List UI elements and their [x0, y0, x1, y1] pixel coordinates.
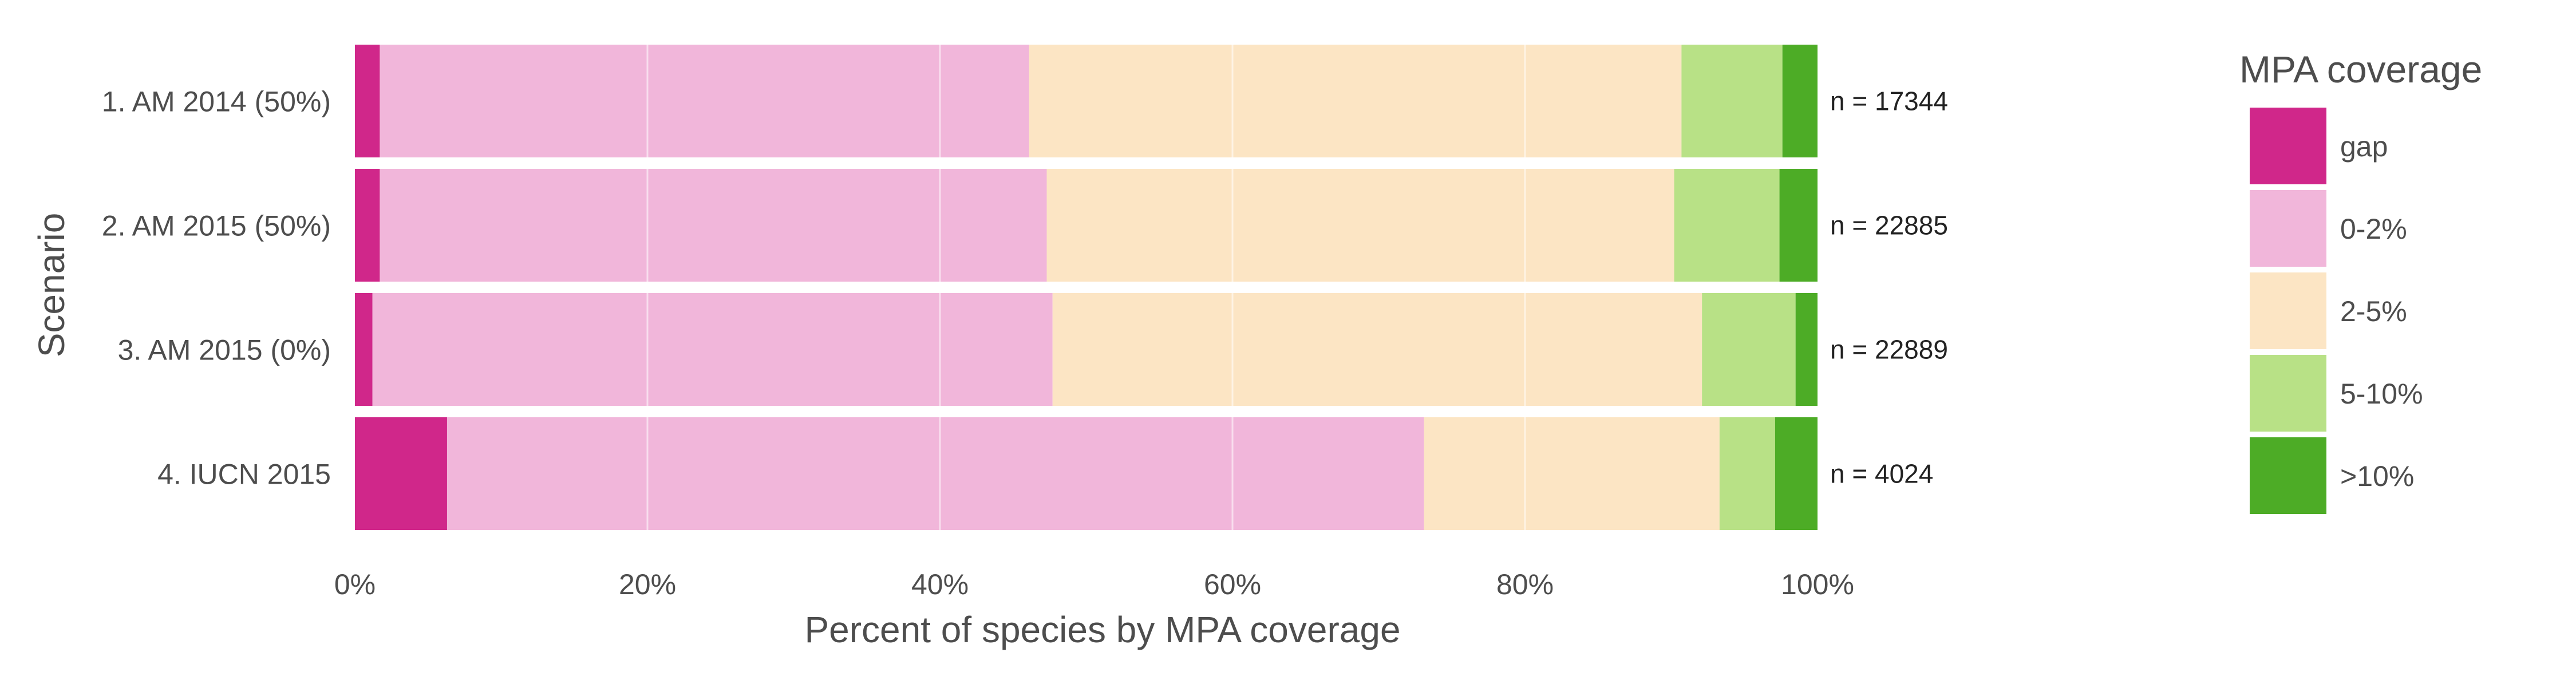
x-tick-label-2: 20% — [619, 568, 676, 600]
bar-segment-2-4 — [1674, 169, 1780, 282]
bar-segment-4-5 — [1775, 417, 1818, 530]
bar-segment-3-1 — [355, 293, 373, 406]
legend: MPA coverage gap 0-2% 2-5% 5-10% >10% — [2239, 48, 2482, 514]
legend-items: gap 0-2% 2-5% 5-10% >10% — [2250, 108, 2423, 514]
bar-segment-1-4 — [1681, 45, 1783, 157]
x-tick-label-4: 60% — [1204, 568, 1261, 600]
bar-segment-3-4 — [1702, 293, 1796, 406]
legend-swatch-2 — [2250, 190, 2326, 267]
legend-label-2: 0-2% — [2340, 213, 2407, 245]
bar-segment-3-3 — [1052, 293, 1702, 406]
bar-segment-1-3 — [1029, 45, 1682, 157]
gridlines-group — [646, 45, 1526, 530]
bar-segment-4-4 — [1719, 417, 1775, 530]
y-category-label-2: 2. AM 2015 (50%) — [102, 210, 331, 242]
n-label-3: n = 22889 — [1830, 335, 1948, 365]
bar-segment-4-3 — [1424, 417, 1720, 530]
legend-label-3: 2-5% — [2340, 295, 2407, 327]
x-tick-label-5: 80% — [1496, 568, 1554, 600]
legend-label-1: gap — [2340, 131, 2388, 163]
n-label-4: n = 4024 — [1830, 459, 1933, 489]
bar-segment-2-5 — [1779, 169, 1818, 282]
x-axis-title: Percent of species by MPA coverage — [804, 609, 1400, 650]
legend-swatch-3 — [2250, 272, 2326, 349]
y-category-label-3: 3. AM 2015 (0%) — [118, 334, 331, 366]
legend-label-5: >10% — [2340, 460, 2414, 492]
legend-title: MPA coverage — [2239, 48, 2482, 90]
bar-segment-1-1 — [355, 45, 380, 157]
x-tick-label-3: 40% — [911, 568, 969, 600]
bar-segment-2-1 — [355, 169, 380, 282]
y-category-label-1: 1. AM 2014 (50%) — [102, 86, 331, 118]
legend-label-4: 5-10% — [2340, 378, 2423, 410]
legend-swatch-4 — [2250, 355, 2326, 432]
x-tick-labels: 0% 20% 40% 60% 80% 100% — [334, 568, 1854, 600]
legend-swatch-5 — [2250, 437, 2326, 514]
y-category-label-4: 4. IUCN 2015 — [157, 458, 331, 491]
bar-segment-3-5 — [1795, 293, 1818, 406]
legend-swatch-1 — [2250, 108, 2326, 184]
bar-segment-2-3 — [1046, 169, 1674, 282]
n-label-1: n = 17344 — [1830, 86, 1948, 116]
x-tick-label-1: 0% — [334, 568, 376, 600]
bar-segment-3-2 — [372, 293, 1053, 406]
x-tick-label-6: 100% — [1781, 568, 1854, 600]
y-axis-title: Scenario — [31, 213, 72, 358]
bar-segment-2-2 — [380, 169, 1047, 282]
n-labels-group: n = 17344 n = 22885 n = 22889 n = 4024 — [1830, 86, 1948, 489]
bar-segment-4-2 — [447, 417, 1424, 530]
y-category-labels: 1. AM 2014 (50%) 2. AM 2015 (50%) 3. AM 20… — [102, 86, 331, 491]
bar-segment-1-2 — [380, 45, 1029, 157]
bar-segment-1-5 — [1782, 45, 1818, 157]
bar-segment-4-1 — [355, 417, 447, 530]
n-label-2: n = 22885 — [1830, 211, 1948, 240]
